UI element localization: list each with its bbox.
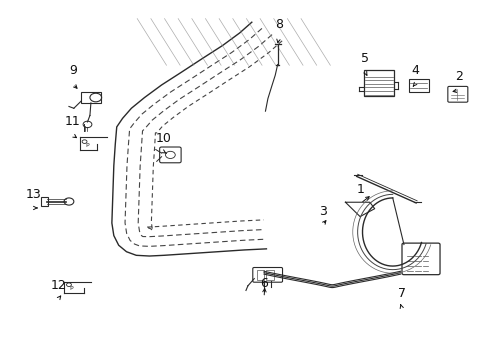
Text: 12: 12	[50, 279, 66, 292]
Text: 8: 8	[274, 18, 282, 31]
Text: 4: 4	[410, 64, 418, 77]
Text: 10: 10	[156, 132, 172, 145]
Text: P: P	[69, 286, 73, 291]
Text: P: P	[85, 143, 89, 148]
Text: 3: 3	[318, 204, 326, 218]
Text: 6: 6	[260, 278, 267, 291]
Text: 11: 11	[65, 115, 81, 128]
Text: 7: 7	[397, 287, 405, 300]
Text: 5: 5	[361, 52, 368, 65]
Text: 9: 9	[69, 64, 77, 77]
Text: 13: 13	[26, 188, 41, 201]
Text: 2: 2	[454, 70, 462, 83]
Text: 1: 1	[356, 183, 364, 196]
